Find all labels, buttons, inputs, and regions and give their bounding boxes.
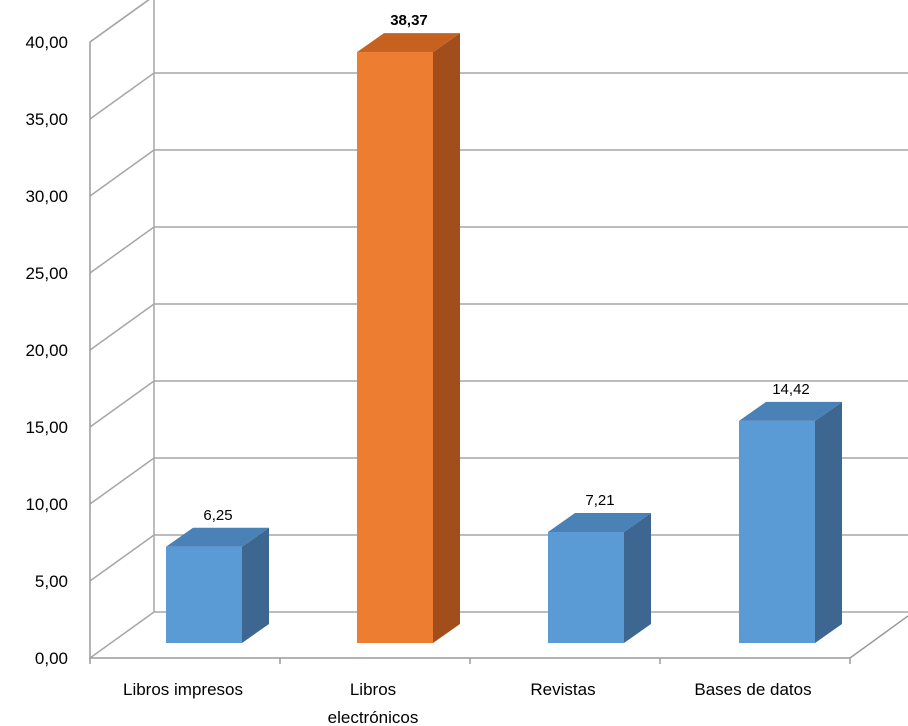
bar-front [548,531,624,643]
chart-labels: 0,00 5,00 10,00 15,00 20,00 25,00 30,00 35,00 40… [25,12,811,726]
x-category-label: Bases de datos [694,680,811,699]
gridline [89,0,150,43]
bar-2 [548,512,651,643]
gridline [89,226,908,274]
y-tick-label: 25,00 [25,264,68,283]
x-category-label: Libros [350,680,396,699]
bar-front [166,546,242,643]
data-label: 38,37 [390,12,428,29]
bar-side [815,401,842,643]
y-tick-label: 15,00 [25,418,68,437]
bar-side [242,527,269,643]
bar-front [357,52,433,644]
y-tick-label: 0,00 [35,649,68,668]
y-tick-label: 5,00 [35,572,68,591]
x-category-label: Libros impresos [123,680,243,699]
y-tick-label: 40,00 [25,33,68,52]
top-wall-edge [89,0,150,43]
data-label: 6,25 [203,507,232,524]
bar-top [548,512,651,532]
gridline [89,149,908,197]
bar-side [433,33,460,644]
x-category-label: Revistas [530,680,595,699]
bar-0 [166,527,269,643]
y-tick-label: 10,00 [25,495,68,514]
chart-axes [89,0,908,664]
chart-bars [166,33,842,644]
bar-top [166,527,269,547]
bar-top [739,401,842,421]
x-category-label: electrónicos [328,708,419,726]
bar-3 [739,401,842,643]
bar-top [357,33,460,53]
y-tick-label: 20,00 [25,341,68,360]
bar-1 [357,33,460,644]
data-label: 14,42 [772,381,810,398]
y-tick-label: 30,00 [25,187,68,206]
data-label: 7,21 [585,492,614,509]
gridline [89,72,908,120]
bar-front [739,420,815,643]
y-tick-label: 35,00 [25,110,68,129]
bar-side [624,512,651,643]
gridline [89,303,908,351]
